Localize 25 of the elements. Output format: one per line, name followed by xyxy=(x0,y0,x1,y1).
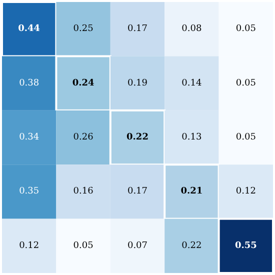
data-label: 0.55 xyxy=(234,240,257,251)
data-label: 0.13 xyxy=(182,132,202,142)
data-label: 0.25 xyxy=(73,24,94,34)
data-label: 0.19 xyxy=(127,78,148,88)
data-label: 0.17 xyxy=(127,186,148,197)
data-label: 0.22 xyxy=(182,240,202,251)
data-label: 0.12 xyxy=(19,240,40,251)
data-label: 0.05 xyxy=(73,240,94,251)
data-label: 0.38 xyxy=(19,78,40,88)
data-label: 0.07 xyxy=(127,240,148,251)
data-label: 0.05 xyxy=(236,132,256,142)
data-label: 0.08 xyxy=(182,24,202,34)
data-label: 0.12 xyxy=(236,186,256,197)
data-label: 0.21 xyxy=(180,186,203,197)
data-label: 0.22 xyxy=(126,132,148,142)
data-label: 0.26 xyxy=(73,132,94,142)
data-label: 0.14 xyxy=(182,78,202,88)
data-label: 0.35 xyxy=(19,186,40,197)
data-label: 0.05 xyxy=(236,78,256,88)
data-label: 0.34 xyxy=(19,132,40,142)
data-label: 0.24 xyxy=(72,78,94,88)
data-label: 0.05 xyxy=(236,24,256,34)
data-label: 0.16 xyxy=(73,186,94,197)
data-label: 0.17 xyxy=(127,24,148,34)
data-label: 0.44 xyxy=(18,24,40,34)
